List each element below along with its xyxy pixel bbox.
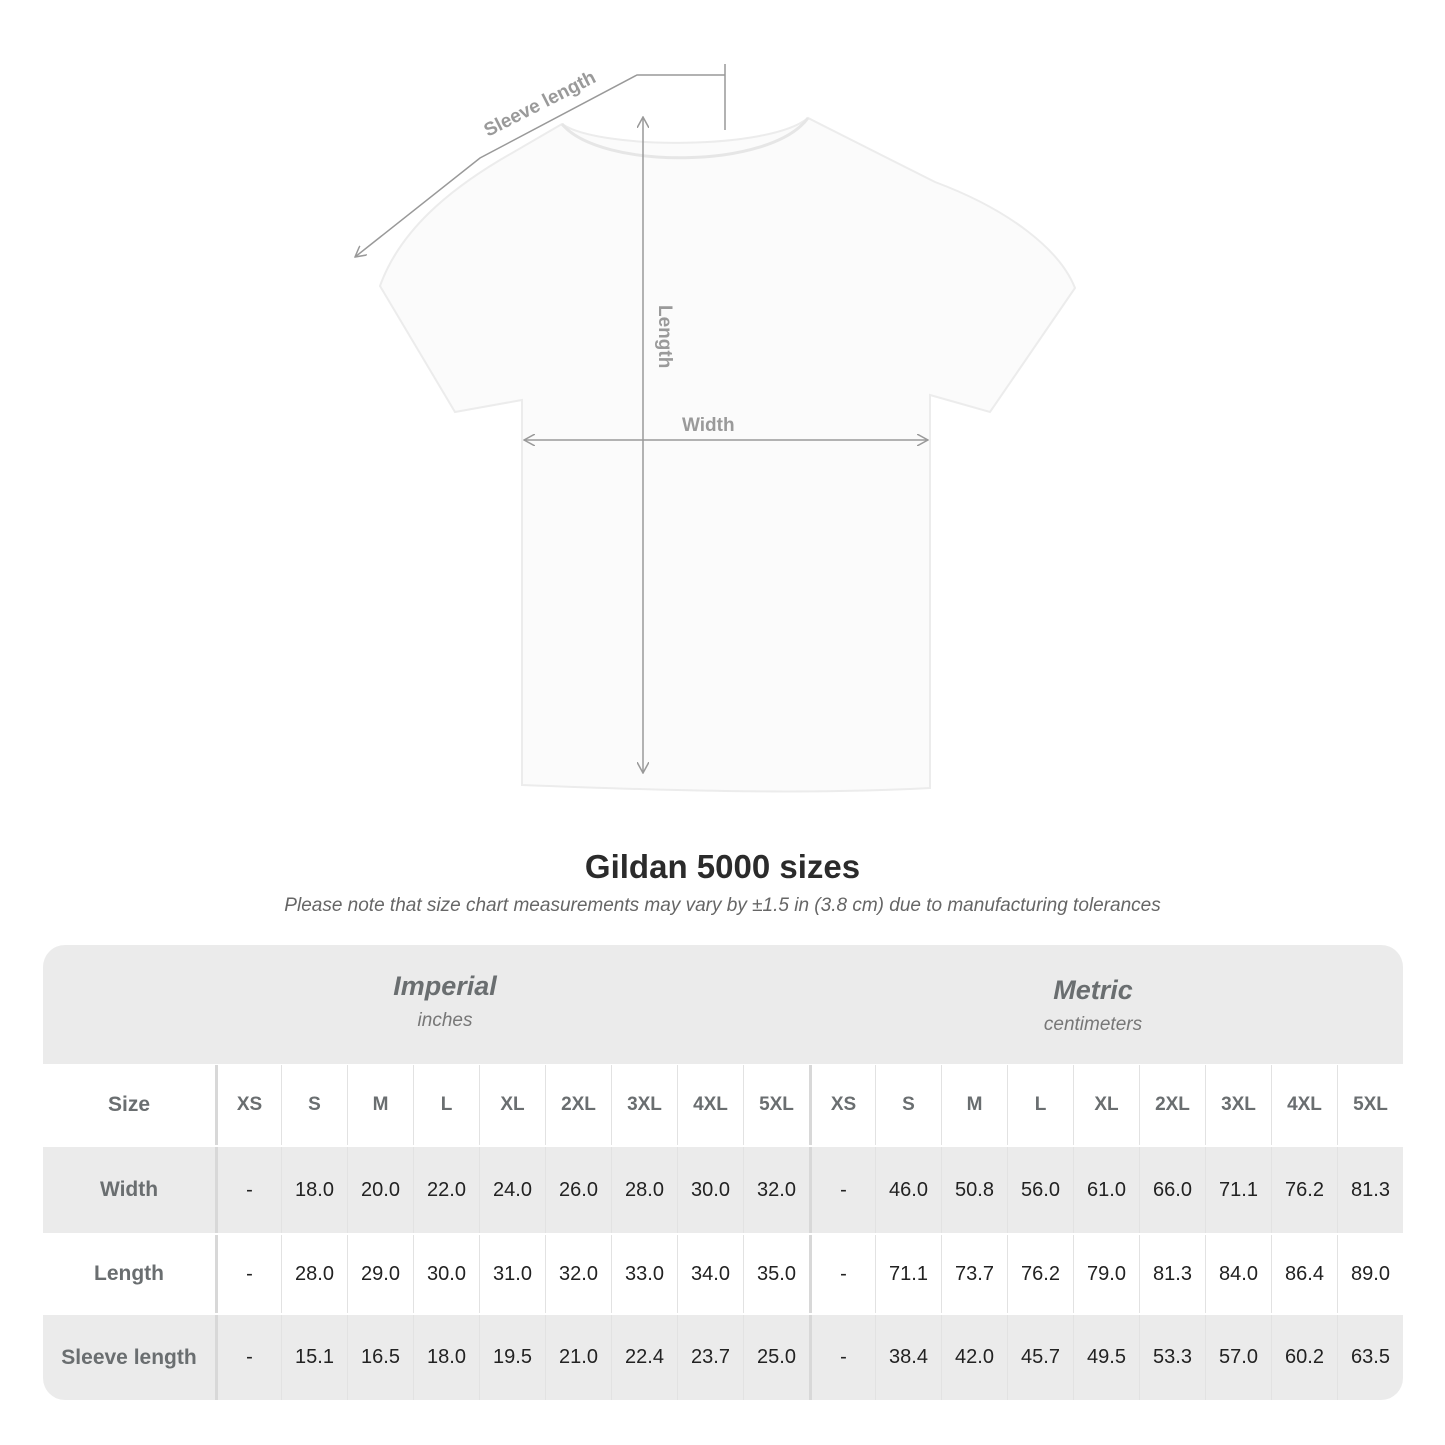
table-cell: 46.0 — [875, 1147, 941, 1233]
table-cell: 19.5 — [479, 1315, 545, 1400]
table-cell: 84.0 — [1205, 1235, 1271, 1313]
table-cell: 89.0 — [1337, 1235, 1403, 1313]
tshirt-diagram: Sleeve length Length Width — [0, 64, 1077, 793]
row-label: Length — [94, 1262, 164, 1285]
table-cell: 53.3 — [1139, 1315, 1205, 1400]
size-header: XL — [1073, 1065, 1139, 1145]
group-name: Imperial — [393, 971, 497, 1001]
table-cell: 22.0 — [413, 1147, 479, 1233]
table-cell: 33.0 — [611, 1235, 677, 1313]
table-cell: 76.2 — [1007, 1235, 1073, 1313]
size-header: XL — [479, 1065, 545, 1145]
table-cell: 34.0 — [677, 1235, 743, 1313]
table-cell: 49.5 — [1073, 1315, 1139, 1400]
table-cell: 76.2 — [1271, 1147, 1337, 1233]
tolerance-note: Please note that size chart measurements… — [284, 895, 1161, 916]
size-header: L — [413, 1065, 479, 1145]
table-cell: - — [215, 1235, 281, 1313]
size-header: S — [875, 1065, 941, 1145]
table-cell: 26.0 — [545, 1147, 611, 1233]
sleeve-arrow — [355, 74, 725, 257]
table-cell: - — [215, 1147, 281, 1233]
size-header: 2XL — [1139, 1065, 1205, 1145]
table-cell: 32.0 — [545, 1235, 611, 1313]
table-cell: 31.0 — [479, 1235, 545, 1313]
table-cell: 28.0 — [611, 1147, 677, 1233]
table-cell: 81.3 — [1139, 1235, 1205, 1313]
table-cell: 86.4 — [1271, 1235, 1337, 1313]
table-cell: 71.1 — [1205, 1147, 1271, 1233]
table-cell: 50.8 — [941, 1147, 1007, 1233]
width-label: Width — [682, 415, 735, 436]
row-label: Size — [107, 1093, 151, 1116]
table-cell: 15.1 — [281, 1315, 347, 1400]
table-cell: 71.1 — [875, 1235, 941, 1313]
table-cell: 21.0 — [545, 1315, 611, 1400]
group-name: Metric — [1053, 975, 1133, 1005]
size-header: S — [281, 1065, 347, 1145]
unit-header: Imperial inches Metric centimeters — [43, 945, 1403, 1064]
size-header: L — [1007, 1065, 1073, 1145]
table-cell: - — [809, 1147, 875, 1233]
table-cell: 23.7 — [677, 1315, 743, 1400]
group-unit: inches — [417, 1010, 473, 1031]
table-cell: - — [215, 1315, 281, 1400]
size-header: M — [347, 1065, 413, 1145]
table-cell: 18.0 — [281, 1147, 347, 1233]
table-cell: 73.7 — [941, 1235, 1007, 1313]
table-cell: 38.4 — [875, 1315, 941, 1400]
size-header: 4XL — [1271, 1065, 1337, 1145]
size-header: 3XL — [1205, 1065, 1271, 1145]
table-cell: 25.0 — [743, 1315, 809, 1400]
group-unit: centimeters — [1043, 1014, 1143, 1035]
table-row: Sleeve length -15.1 16.5 18.0 19.5 21.0 22.4 23… — [43, 1315, 1403, 1400]
table-row: Width -18.0 20.0 22.0 24.0 26.0 28.0 30.0 32.0-4… — [43, 1147, 1403, 1233]
table-cell: 81.3 — [1337, 1147, 1403, 1233]
group-imperial: Imperial inches — [145, 971, 745, 1032]
table-cell: 66.0 — [1139, 1147, 1205, 1233]
length-label: Length — [654, 305, 675, 368]
table-cell: 56.0 — [1007, 1147, 1073, 1233]
size-header: 5XL — [1337, 1065, 1403, 1145]
table-cell: 22.4 — [611, 1315, 677, 1400]
table-cell: 57.0 — [1205, 1315, 1271, 1400]
row-label: Width — [99, 1178, 159, 1201]
table-cell: 32.0 — [743, 1147, 809, 1233]
table-cell: 79.0 — [1073, 1235, 1139, 1313]
table-cell: 18.0 — [413, 1315, 479, 1400]
size-header: 3XL — [611, 1065, 677, 1145]
table-cell: - — [809, 1235, 875, 1313]
tshirt-shape — [378, 116, 1077, 793]
table-cell: 42.0 — [941, 1315, 1007, 1400]
size-header: 4XL — [677, 1065, 743, 1145]
table-cell: 45.7 — [1007, 1315, 1073, 1400]
table-cell: 29.0 — [347, 1235, 413, 1313]
collar — [560, 117, 810, 160]
size-header: 5XL — [743, 1065, 809, 1145]
table-cell: - — [809, 1315, 875, 1400]
table-cell: 61.0 — [1073, 1147, 1139, 1233]
table-row: Length -28.0 29.0 30.0 31.0 32.0 33.0 34.0 35.0-… — [43, 1235, 1403, 1313]
size-table: Imperial inches Metric centimeters Size X… — [43, 945, 1403, 1400]
size-header: XS — [215, 1065, 281, 1145]
size-header-row: Size XS S M L XL 2XL 3XL 4XL 5XL XS S M L XL 2XL 3XL 4XL 5… — [43, 1065, 1403, 1145]
table-cell: 63.5 — [1337, 1315, 1403, 1400]
table-cell: 30.0 — [413, 1235, 479, 1313]
table-cell: 20.0 — [347, 1147, 413, 1233]
table-cell: 24.0 — [479, 1147, 545, 1233]
size-header: M — [941, 1065, 1007, 1145]
row-label: Sleeve length — [61, 1345, 197, 1369]
table-cell: 16.5 — [347, 1315, 413, 1400]
group-metric: Metric centimeters — [793, 975, 1393, 1036]
page-title: Gildan 5000 sizes — [584, 848, 861, 885]
size-header: XS — [809, 1065, 875, 1145]
table-cell: 35.0 — [743, 1235, 809, 1313]
table-cell: 28.0 — [281, 1235, 347, 1313]
table-cell: 30.0 — [677, 1147, 743, 1233]
table-cell: 60.2 — [1271, 1315, 1337, 1400]
size-header: 2XL — [545, 1065, 611, 1145]
